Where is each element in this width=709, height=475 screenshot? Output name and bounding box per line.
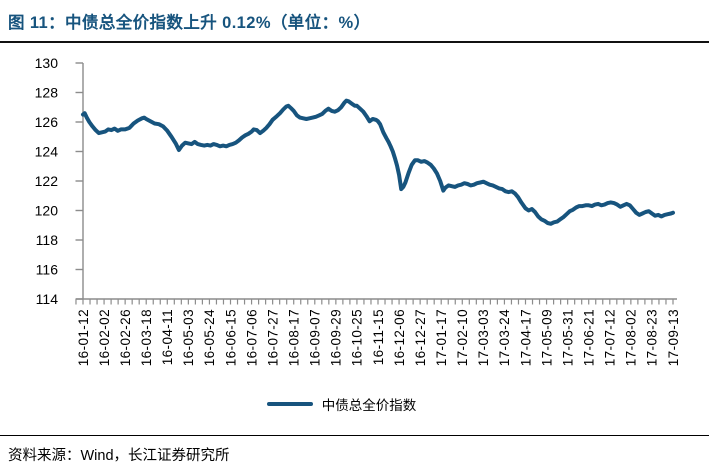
source-note: 资料来源：Wind，长江证券研究所 <box>8 448 230 464</box>
footer-divider <box>0 435 709 436</box>
x-tick-label: 17-09-13 <box>666 309 681 366</box>
x-tick-label: 17-05-09 <box>539 309 554 366</box>
x-tick-label: 17-03-24 <box>497 309 512 366</box>
y-tick-label: 124 <box>35 143 59 159</box>
x-tick-label: 16-09-29 <box>329 309 344 366</box>
x-tick-label: 16-03-18 <box>139 309 154 366</box>
x-tick-label: 17-07-12 <box>603 309 618 366</box>
x-tick-label: 16-07-06 <box>244 309 259 366</box>
x-tick-label: 17-08-02 <box>624 309 639 366</box>
x-tick-label: 16-05-03 <box>181 309 196 366</box>
x-tick-label: 16-12-27 <box>413 309 428 366</box>
x-tick-label: 17-05-31 <box>560 309 575 366</box>
x-tick-label: 17-08-23 <box>645 309 660 366</box>
y-tick-label: 116 <box>36 261 59 277</box>
index-line-series <box>81 98 675 226</box>
x-tick-label: 16-08-17 <box>287 309 302 366</box>
x-tick-label: 17-02-10 <box>455 309 470 366</box>
x-tick-label: 16-04-11 <box>160 309 175 365</box>
y-tick-label: 118 <box>36 232 59 248</box>
x-tick-label: 16-10-25 <box>350 309 365 366</box>
x-tick-label: 16-11-15 <box>371 309 386 365</box>
title-divider <box>0 41 709 43</box>
y-tick-label: 130 <box>35 55 59 71</box>
legend-line-swatch <box>266 401 313 407</box>
chart-legend: 中债总全价指数 <box>0 394 696 414</box>
y-tick-label: 120 <box>35 202 59 218</box>
y-tick-label: 128 <box>35 84 59 100</box>
x-tick-label: 17-03-03 <box>476 309 491 366</box>
x-tick-label: 17-06-21 <box>582 309 597 366</box>
figure-title: 图 11：中债总全价指数上升 0.12%（单位：%） <box>8 14 371 32</box>
x-tick-label: 16-02-26 <box>118 309 133 366</box>
x-tick-label: 16-09-07 <box>308 309 323 366</box>
y-tick-label: 114 <box>36 291 59 307</box>
x-tick-label: 16-12-06 <box>392 309 407 366</box>
x-tick-label: 16-05-24 <box>202 309 217 366</box>
x-tick-label: 16-01-12 <box>76 309 91 366</box>
x-tick-label: 16-06-15 <box>223 309 238 366</box>
x-tick-label: 17-01-17 <box>434 309 449 366</box>
line-chart: 130 128 126 124 122 120 118 116 114 16-01-12 16-02… <box>35 55 681 366</box>
y-tick-label: 126 <box>35 114 59 130</box>
y-tick-label: 122 <box>35 173 59 189</box>
x-tick-label: 16-07-27 <box>265 309 280 366</box>
legend-series-label: 中债总全价指数 <box>321 398 417 413</box>
x-tick-label: 16-02-02 <box>97 309 112 366</box>
x-tick-label: 17-04-17 <box>518 309 533 366</box>
